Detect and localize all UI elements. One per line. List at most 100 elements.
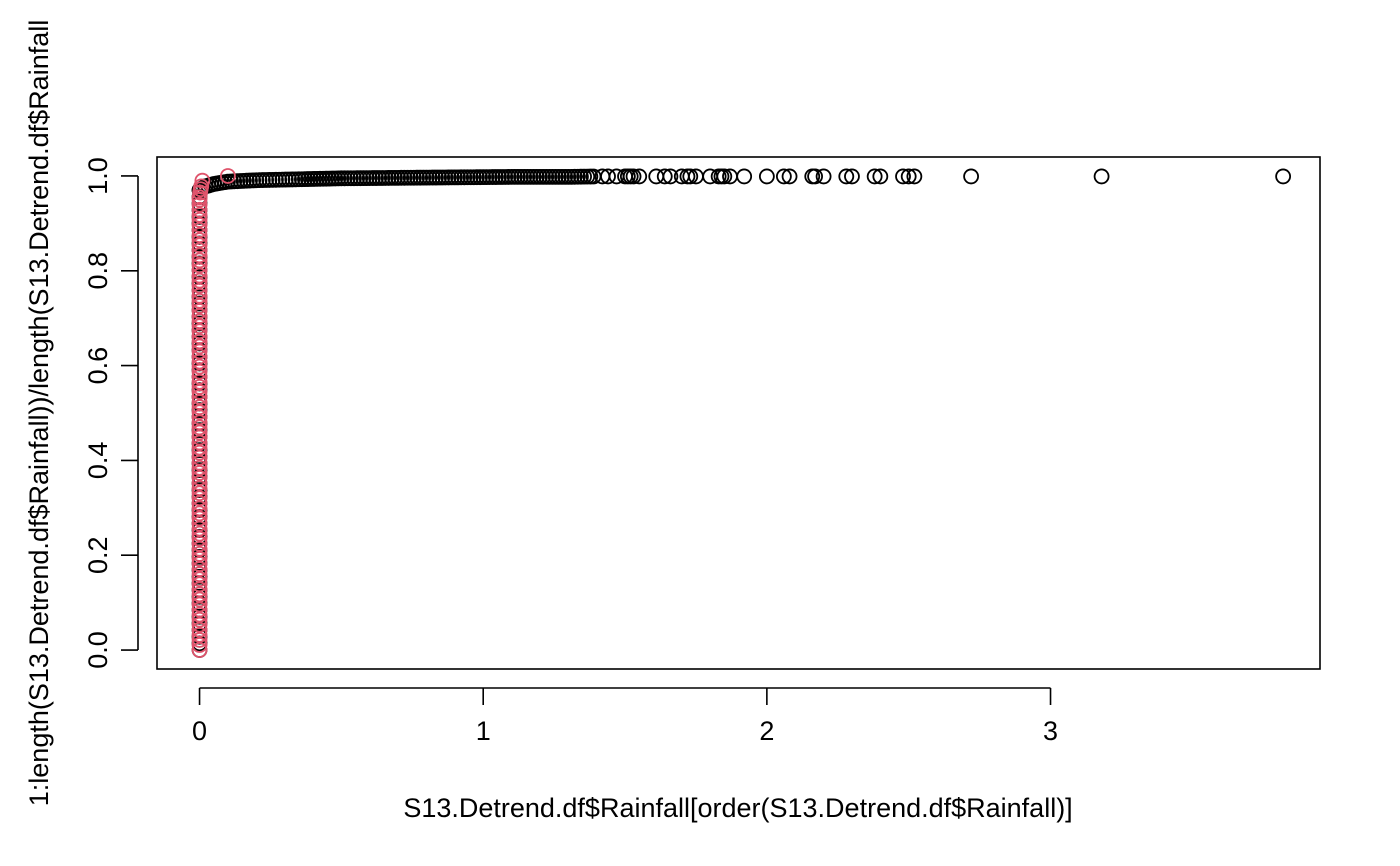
- data-point-s2: [191, 470, 208, 486]
- data-point-s2: [191, 561, 208, 577]
- data-point-s2: [191, 475, 208, 491]
- data-point-s2: [191, 287, 208, 304]
- data-point-s2: [191, 551, 208, 567]
- y-tick-label: 0.4: [83, 442, 113, 480]
- data-point-s2: [191, 399, 208, 416]
- data-point-s2: [191, 616, 208, 633]
- data-point-s2: [191, 222, 208, 238]
- data-point-s2: [191, 515, 208, 532]
- data-point-s1: [844, 168, 860, 185]
- data-point-s2: [191, 480, 208, 497]
- data-points: [191, 168, 1292, 658]
- data-point-s2: [191, 252, 208, 269]
- data-point-s1: [625, 168, 642, 185]
- data-point-s1: [866, 168, 883, 185]
- data-point-s1: [895, 168, 911, 185]
- x-tick-label: 2: [759, 716, 774, 746]
- data-point-s2: [191, 227, 208, 243]
- data-point-s2: [191, 621, 208, 638]
- data-point-s1: [838, 168, 855, 185]
- data-point-s1: [758, 168, 775, 185]
- data-point-s1: [600, 168, 616, 185]
- data-point-s2: [191, 196, 208, 213]
- data-point-s2: [191, 586, 208, 603]
- data-point-s2: [191, 237, 208, 254]
- data-point-s1: [900, 168, 917, 185]
- y-axis: 0.0 0.2 0.4 0.6 0.8 1.0: [83, 157, 139, 669]
- data-point-s2: [191, 642, 208, 658]
- data-point-s2: [191, 606, 208, 623]
- data-point-s2: [191, 485, 208, 502]
- data-point-s2: [191, 571, 208, 588]
- y-tick-label: 0.8: [83, 252, 113, 290]
- x-tick-label: 0: [192, 716, 207, 746]
- data-point-s2: [191, 201, 208, 218]
- data-point-s2: [191, 267, 208, 284]
- x-tick-label: 1: [476, 716, 491, 746]
- data-point-s2: [191, 212, 208, 228]
- data-point-s2: [191, 632, 208, 648]
- data-point-s2: [191, 247, 208, 264]
- data-point-s2: [191, 353, 208, 370]
- data-point-s2: [191, 525, 208, 542]
- data-point-s2: [191, 257, 208, 274]
- data-point-s2: [191, 262, 208, 279]
- data-point-s2: [191, 540, 208, 557]
- data-point-s1: [662, 168, 679, 185]
- data-point-s2: [191, 328, 208, 345]
- data-point-s1: [906, 168, 923, 185]
- data-point-s2: [191, 358, 208, 375]
- data-point-s2: [191, 303, 208, 319]
- y-tick-label: 0.0: [83, 631, 113, 669]
- data-point-s2: [191, 566, 208, 583]
- data-point-s2: [191, 626, 208, 643]
- data-point-s2: [191, 429, 208, 446]
- data-point-s1: [716, 168, 733, 185]
- data-point-s2: [194, 172, 211, 189]
- data-point-s1: [1275, 168, 1292, 185]
- x-axis: 0 1 2 3: [192, 687, 1058, 746]
- data-point-s2: [191, 495, 208, 512]
- data-point-s2: [191, 242, 208, 259]
- data-point-s2: [191, 373, 208, 390]
- data-point-s2: [191, 449, 208, 466]
- data-point-s2: [191, 404, 208, 421]
- data-point-s1: [963, 168, 979, 185]
- data-point-s1: [736, 168, 753, 185]
- data-point-s2: [191, 384, 208, 400]
- data-point-s2: [191, 556, 208, 572]
- data-point-s2: [191, 581, 208, 598]
- data-point-s2: [191, 520, 208, 537]
- data-point-s1: [682, 168, 699, 185]
- data-point-s2: [191, 378, 208, 395]
- plot-box: [156, 156, 1321, 670]
- x-axis-title: S13.Detrend.df$Rainfall[order(S13.Detren…: [403, 793, 1072, 823]
- data-point-s2: [191, 576, 208, 593]
- data-point-s2: [191, 530, 208, 547]
- data-point-s2: [191, 505, 208, 522]
- data-point-s2: [191, 439, 208, 456]
- data-point-s2: [191, 389, 208, 405]
- data-point-s2: [191, 545, 208, 562]
- data-point-s2: [191, 333, 208, 350]
- data-point-s2: [191, 206, 208, 223]
- y-tick-label: 0.6: [83, 347, 113, 385]
- data-point-s1: [872, 168, 889, 185]
- data-point-s2: [191, 232, 208, 249]
- data-point-s1: [815, 168, 832, 185]
- data-point-s2: [191, 444, 208, 461]
- y-axis-title: 1:length(S13.Detrend.df$Rainfall))/lengt…: [24, 20, 54, 806]
- data-point-s2: [191, 394, 208, 410]
- data-point-s1: [807, 168, 823, 185]
- data-point-s2: [191, 308, 208, 324]
- data-point-s2: [191, 409, 208, 426]
- data-point-s2: [191, 318, 208, 335]
- data-point-s2: [191, 338, 208, 355]
- data-point-s1: [648, 168, 665, 185]
- data-point-s2: [191, 591, 208, 608]
- data-point-s1: [656, 168, 673, 185]
- data-point-s2: [191, 189, 208, 206]
- data-point-s2: [191, 343, 208, 360]
- data-point-s2: [191, 500, 208, 517]
